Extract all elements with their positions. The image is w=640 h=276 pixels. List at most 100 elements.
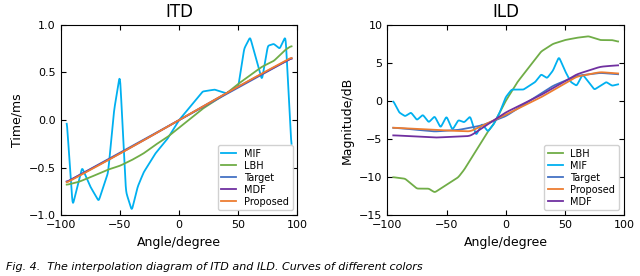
Proposed <box>574 75 582 78</box>
MIF <box>472 132 480 136</box>
LBH <box>389 176 397 179</box>
Target <box>389 126 397 129</box>
LBH <box>63 183 70 186</box>
Line: MDF: MDF <box>67 59 292 181</box>
MDF <box>171 121 179 124</box>
MIF <box>248 40 255 44</box>
Target <box>511 108 519 112</box>
MDF <box>170 122 177 125</box>
MIF <box>524 85 531 89</box>
LBH <box>247 73 255 76</box>
Line: LBH: LBH <box>67 46 292 185</box>
MIF <box>63 122 70 125</box>
MIF <box>610 84 618 87</box>
MDF <box>614 64 622 67</box>
Target <box>170 121 177 125</box>
MDF <box>196 106 204 110</box>
MDF <box>431 136 439 139</box>
LBH <box>431 190 438 194</box>
MDF <box>184 113 192 116</box>
Y-axis label: Time/ms: Time/ms <box>10 93 24 147</box>
Line: MIF: MIF <box>393 58 618 134</box>
Proposed <box>247 78 255 81</box>
Target <box>574 74 582 78</box>
Line: Target: Target <box>393 73 618 131</box>
MDF <box>282 59 290 63</box>
LBH <box>524 67 531 71</box>
MIF <box>172 124 179 128</box>
LBH <box>170 131 177 134</box>
Proposed <box>170 122 177 125</box>
MDF <box>524 100 531 103</box>
Line: Proposed: Proposed <box>393 72 618 131</box>
Proposed <box>171 121 179 124</box>
Target <box>288 57 296 60</box>
Proposed <box>184 113 192 116</box>
Target <box>63 180 70 183</box>
MDF <box>389 134 397 137</box>
Proposed <box>614 72 622 75</box>
LBH <box>171 129 179 133</box>
MIF <box>170 127 178 130</box>
MIF <box>497 109 504 112</box>
MDF <box>288 57 296 60</box>
LBH <box>584 35 592 38</box>
MIF <box>498 105 506 109</box>
LBH <box>574 36 582 39</box>
LBH <box>196 109 204 112</box>
MDF <box>247 78 255 81</box>
LBH <box>614 40 622 43</box>
Proposed <box>288 56 296 60</box>
MDF <box>574 72 582 76</box>
Proposed <box>524 102 531 106</box>
MDF <box>497 114 504 118</box>
Target <box>614 73 622 76</box>
LBH <box>497 109 504 113</box>
MIF <box>281 37 289 40</box>
Proposed <box>598 71 605 74</box>
Proposed <box>497 116 504 119</box>
LBH <box>288 45 296 48</box>
Title: ILD: ILD <box>492 2 519 20</box>
MIF <box>614 83 622 86</box>
Line: LBH: LBH <box>393 36 618 192</box>
Target <box>597 71 605 75</box>
Line: Target: Target <box>67 59 292 182</box>
Proposed <box>63 181 70 184</box>
MIF <box>556 57 563 60</box>
MIF <box>197 92 205 95</box>
MIF <box>575 81 582 84</box>
Target <box>247 79 255 82</box>
Target <box>196 107 204 110</box>
LBH <box>610 39 618 42</box>
Target <box>184 113 192 117</box>
MDF <box>511 106 519 109</box>
MIF <box>389 100 397 103</box>
Proposed <box>463 130 471 133</box>
Target <box>498 116 506 120</box>
Title: ITD: ITD <box>165 2 193 20</box>
Line: MIF: MIF <box>67 38 292 209</box>
MIF <box>511 88 519 91</box>
Line: Proposed: Proposed <box>67 58 292 182</box>
MIF <box>185 107 193 110</box>
MDF <box>498 113 506 117</box>
Legend: MIF, LBH, Target, MDF, Proposed: MIF, LBH, Target, MDF, Proposed <box>218 145 292 210</box>
Proposed <box>196 106 204 110</box>
X-axis label: Angle/degree: Angle/degree <box>137 236 221 249</box>
X-axis label: Angle/degree: Angle/degree <box>464 236 548 249</box>
MDF <box>609 64 617 67</box>
Y-axis label: Magnitude/dB: Magnitude/dB <box>340 76 353 164</box>
Target <box>610 72 618 76</box>
Line: MDF: MDF <box>393 65 618 137</box>
Proposed <box>610 71 618 75</box>
LBH <box>282 48 290 51</box>
Legend: LBH, MIF, Target, Proposed, MDF: LBH, MIF, Target, Proposed, MDF <box>544 145 619 210</box>
MIF <box>288 142 296 145</box>
Target <box>171 121 179 124</box>
Proposed <box>389 126 397 129</box>
Text: Fig. 4.  The interpolation diagram of ITD and ILD. Curves of different colors: Fig. 4. The interpolation diagram of ITD… <box>6 262 423 272</box>
LBH <box>498 107 506 110</box>
Target <box>282 59 290 63</box>
Target <box>497 116 504 120</box>
